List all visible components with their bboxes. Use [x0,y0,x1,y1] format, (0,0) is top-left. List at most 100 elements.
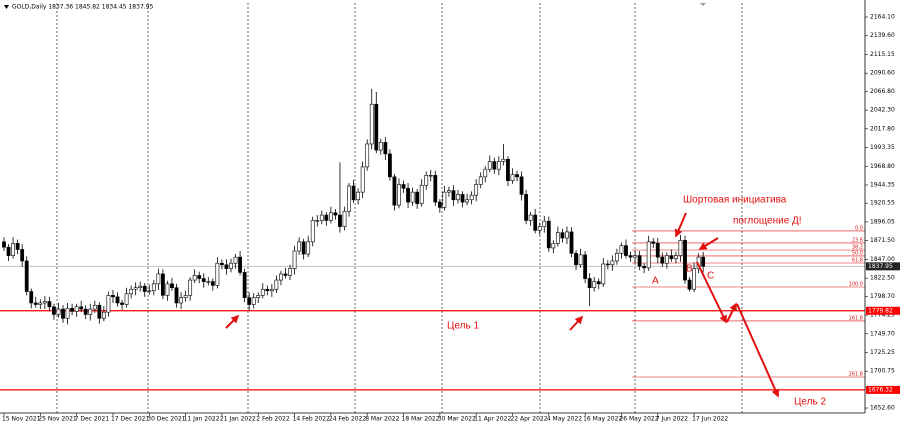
candle-body [383,142,388,155]
candle-body [642,265,647,269]
level-label: 1779.82 [868,307,893,314]
y-tick-label: 2066.80 [870,88,895,95]
candle-body [356,191,361,201]
annotation: поглощение Д! [733,216,802,227]
fib-label: 161.8 [849,315,863,321]
arrow [569,315,584,331]
candle-body [183,295,188,298]
candle-body [646,241,651,269]
candle-body [524,194,529,221]
candle-body [283,273,288,276]
candle-body [279,273,283,281]
candle-body [569,231,574,254]
candle-body [374,103,379,151]
candle-body [428,175,433,177]
candle-body [410,191,415,203]
candle-body [419,184,424,204]
candle-body [142,285,147,292]
candle-body [38,302,43,305]
candle-body [319,214,324,221]
candle-body [238,256,242,273]
candle-body [70,308,75,312]
candle-body [206,281,211,283]
candle-body [397,184,401,206]
candle-body [292,250,297,269]
candle-body [338,214,342,227]
y-tick-label: 1993.35 [870,144,895,151]
candle-body [533,214,538,231]
candle-body [510,174,515,181]
candle-body [2,241,6,248]
candle-body [174,287,179,304]
annotation: A [652,276,659,287]
candle-body [592,281,597,288]
x-tick-label: 2 Feb 2022 [256,416,290,423]
candle-body [33,302,38,305]
candle-body [465,199,469,203]
y-tick-label: 2017.80 [870,125,895,132]
fib-label: 0.0 [855,225,863,231]
y-tick-label: 1725.25 [870,349,895,356]
candle-body [546,220,551,249]
fib-label: 61.8 [852,258,863,264]
x-tick-label: 8 Mar 2022 [365,416,399,423]
candle-body [633,255,637,258]
y-tick-label: 1700.75 [870,368,895,375]
candle-body [161,273,165,296]
candle-body [610,260,615,266]
y-tick-label: 1968.80 [870,163,895,170]
arrow [674,212,687,238]
arrow [698,237,719,250]
candle-body [456,194,460,201]
x-tick-label: 30 Dec 2021 [147,416,186,423]
candle-body [179,297,183,304]
candle-body [151,283,156,292]
fib-label: 50.0 [852,250,863,256]
candle-body [469,194,474,201]
candle-body [29,291,34,304]
candle-body [11,243,15,256]
candle-body [587,278,592,288]
candle-body [129,288,134,295]
candle-body [501,158,506,162]
y-tick-label: 1774.25 [870,312,895,319]
fib-label: 23.6 [852,237,863,243]
candle-body [92,304,97,310]
y-tick-label: 1920.55 [870,200,895,207]
candle-body [528,214,533,221]
x-tick-label: 30 Mar 2022 [438,416,476,423]
candle-body [42,301,47,304]
candle-body [447,190,451,193]
candle-body [297,241,302,252]
candle-body [664,255,669,264]
candle-body [555,232,560,244]
candle-body [496,161,501,170]
candle-body [347,185,351,212]
candle-body [106,295,111,313]
candle-body [619,245,624,254]
y-tick-label: 1944.35 [870,181,895,188]
x-tick-label: 18 Mar 2022 [402,416,440,423]
fib-label: 38.2 [852,245,863,251]
candle-body [61,308,65,319]
candle-body [519,176,524,195]
menu-icon[interactable] [4,5,9,9]
x-tick-label: 4 May 2022 [547,416,582,423]
candle-body [415,191,420,204]
candle-body [56,308,61,315]
x-tick-label: 26 May 2022 [619,416,658,423]
candle-body [624,245,628,256]
candle-body [74,306,79,312]
y-tick-label: 2115.15 [870,51,895,58]
y-tick-label: 1652.60 [870,405,895,412]
annotation: Цель 2 [794,397,826,408]
x-tick-label: 22 Apr 2022 [510,416,547,423]
candle-body [674,255,678,259]
x-tick-label: 11 Jan 2022 [184,416,220,423]
candle-body [52,306,56,315]
candle-body [251,297,256,305]
candle-body [387,153,392,178]
candle-body [451,190,456,201]
